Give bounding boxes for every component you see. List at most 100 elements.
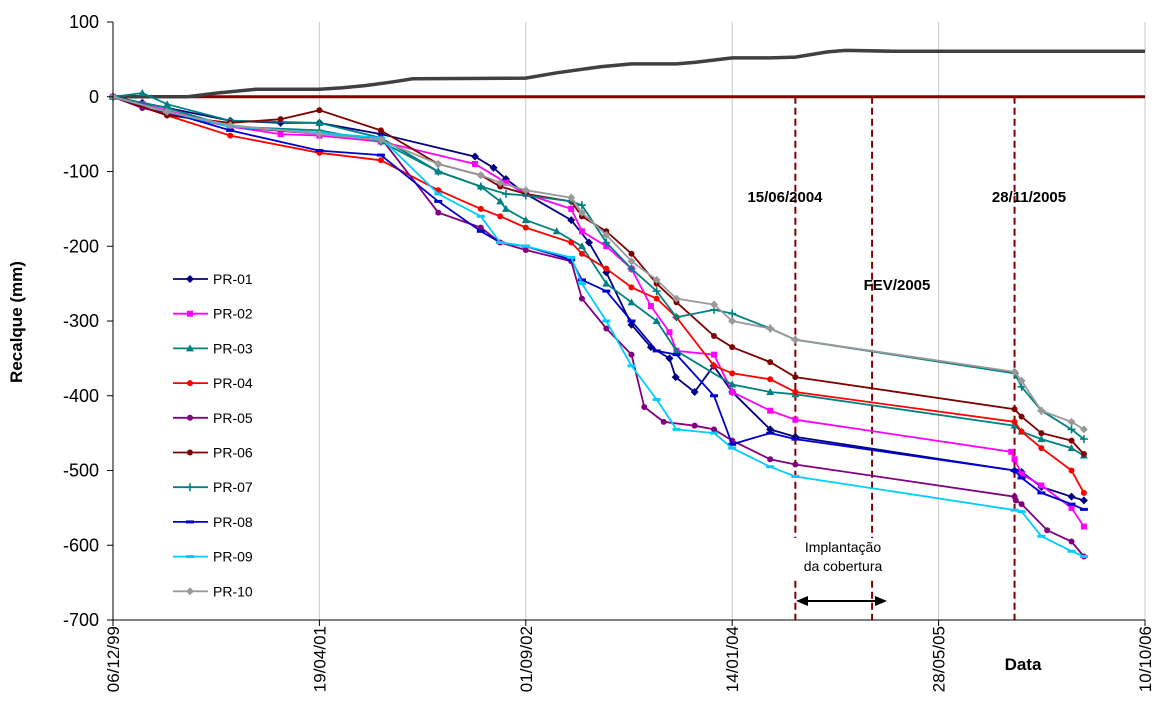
series-pr-01 — [109, 92, 1088, 505]
legend-item: PR-09 — [173, 549, 253, 565]
data-point — [1067, 492, 1076, 501]
data-point — [652, 397, 661, 401]
data-point — [672, 427, 681, 431]
data-point — [791, 335, 800, 344]
legend-label: PR-07 — [213, 479, 253, 495]
data-point — [476, 171, 485, 180]
data-point — [767, 456, 774, 463]
data-point — [521, 186, 530, 195]
y-tick-label: -200 — [63, 236, 99, 256]
data-point — [628, 351, 635, 358]
data-point — [1037, 435, 1046, 443]
data-point — [1038, 430, 1045, 437]
data-point — [792, 389, 799, 396]
annotation-fev: FEV/2005 — [864, 277, 931, 294]
data-point — [163, 100, 172, 108]
data-point — [602, 289, 611, 293]
data-point — [665, 354, 674, 363]
series-pr-04 — [110, 93, 1087, 496]
data-point — [315, 130, 324, 139]
data-point — [187, 414, 193, 421]
data-point — [728, 442, 737, 446]
data-point — [477, 224, 484, 231]
data-point — [766, 465, 775, 469]
data-point — [1011, 456, 1018, 463]
data-point — [377, 157, 384, 164]
legend-item: PR-08 — [173, 514, 253, 530]
data-point — [567, 193, 576, 202]
data-point — [627, 264, 636, 273]
data-point — [711, 362, 718, 369]
data-point — [1080, 451, 1087, 458]
x-tick-label: 10/10/06 — [1136, 626, 1155, 692]
data-point — [472, 161, 479, 168]
data-point — [766, 425, 775, 434]
data-point — [226, 128, 235, 132]
legend-label: PR-10 — [213, 583, 253, 599]
data-point — [376, 153, 385, 157]
data-point — [1079, 425, 1088, 434]
axes: 100 0 -100 -200 -300 -400 -500 -600 -700 06/12/99… — [63, 12, 1155, 692]
data-point — [578, 228, 585, 235]
data-point — [1017, 510, 1026, 514]
data-point — [434, 167, 443, 176]
y-tick-label: -300 — [63, 311, 99, 331]
legend-label: PR-03 — [213, 340, 253, 356]
legend-item: PR-05 — [173, 410, 253, 426]
data-point — [497, 213, 504, 220]
data-point — [1067, 425, 1076, 434]
data-point — [603, 265, 610, 272]
data-point — [316, 107, 323, 114]
data-point — [1079, 496, 1088, 505]
data-point — [187, 449, 193, 456]
legend-label: PR-05 — [213, 410, 253, 426]
series-pr-09 — [109, 95, 1088, 558]
legend-item: PR-06 — [173, 445, 253, 461]
y-tick-label: -600 — [63, 535, 99, 555]
data-point — [568, 239, 575, 246]
data-point — [710, 394, 719, 398]
data-point — [729, 389, 736, 396]
data-point — [277, 116, 284, 123]
data-point — [186, 555, 194, 559]
data-point — [1079, 554, 1088, 558]
annotation-implantacao-bg — [790, 538, 898, 578]
data-point — [186, 587, 194, 596]
data-point — [577, 282, 586, 286]
data-point — [521, 216, 530, 224]
data-point — [1037, 491, 1046, 495]
data-point — [603, 325, 610, 332]
data-point — [476, 229, 485, 233]
data-point — [476, 214, 485, 218]
data-point — [1038, 482, 1045, 489]
data-point — [767, 407, 774, 414]
series-pr-10 — [109, 92, 1088, 434]
data-point — [766, 388, 775, 396]
legend-label: PR-02 — [213, 306, 253, 322]
data-point — [1080, 523, 1087, 530]
data-point — [577, 208, 586, 217]
data-point — [710, 431, 719, 435]
data-point — [652, 317, 661, 324]
data-point — [471, 152, 480, 161]
legend-item: PR-10 — [173, 583, 253, 599]
data-point — [163, 107, 172, 116]
annotation-date1: 15/06/2004 — [747, 189, 823, 206]
data-point — [1067, 417, 1076, 426]
data-point — [602, 279, 611, 287]
x-axis-label: Data — [1005, 655, 1042, 674]
data-point — [729, 344, 736, 351]
data-point — [729, 370, 736, 377]
data-point — [1018, 501, 1025, 508]
data-point — [186, 483, 194, 492]
data-point — [521, 244, 530, 248]
data-point — [434, 160, 443, 169]
data-point — [187, 380, 193, 387]
data-point — [1068, 504, 1075, 511]
data-point — [652, 287, 661, 296]
data-point — [1010, 367, 1019, 376]
data-point — [567, 255, 576, 259]
data-point — [187, 310, 193, 317]
data-point — [1010, 508, 1019, 512]
